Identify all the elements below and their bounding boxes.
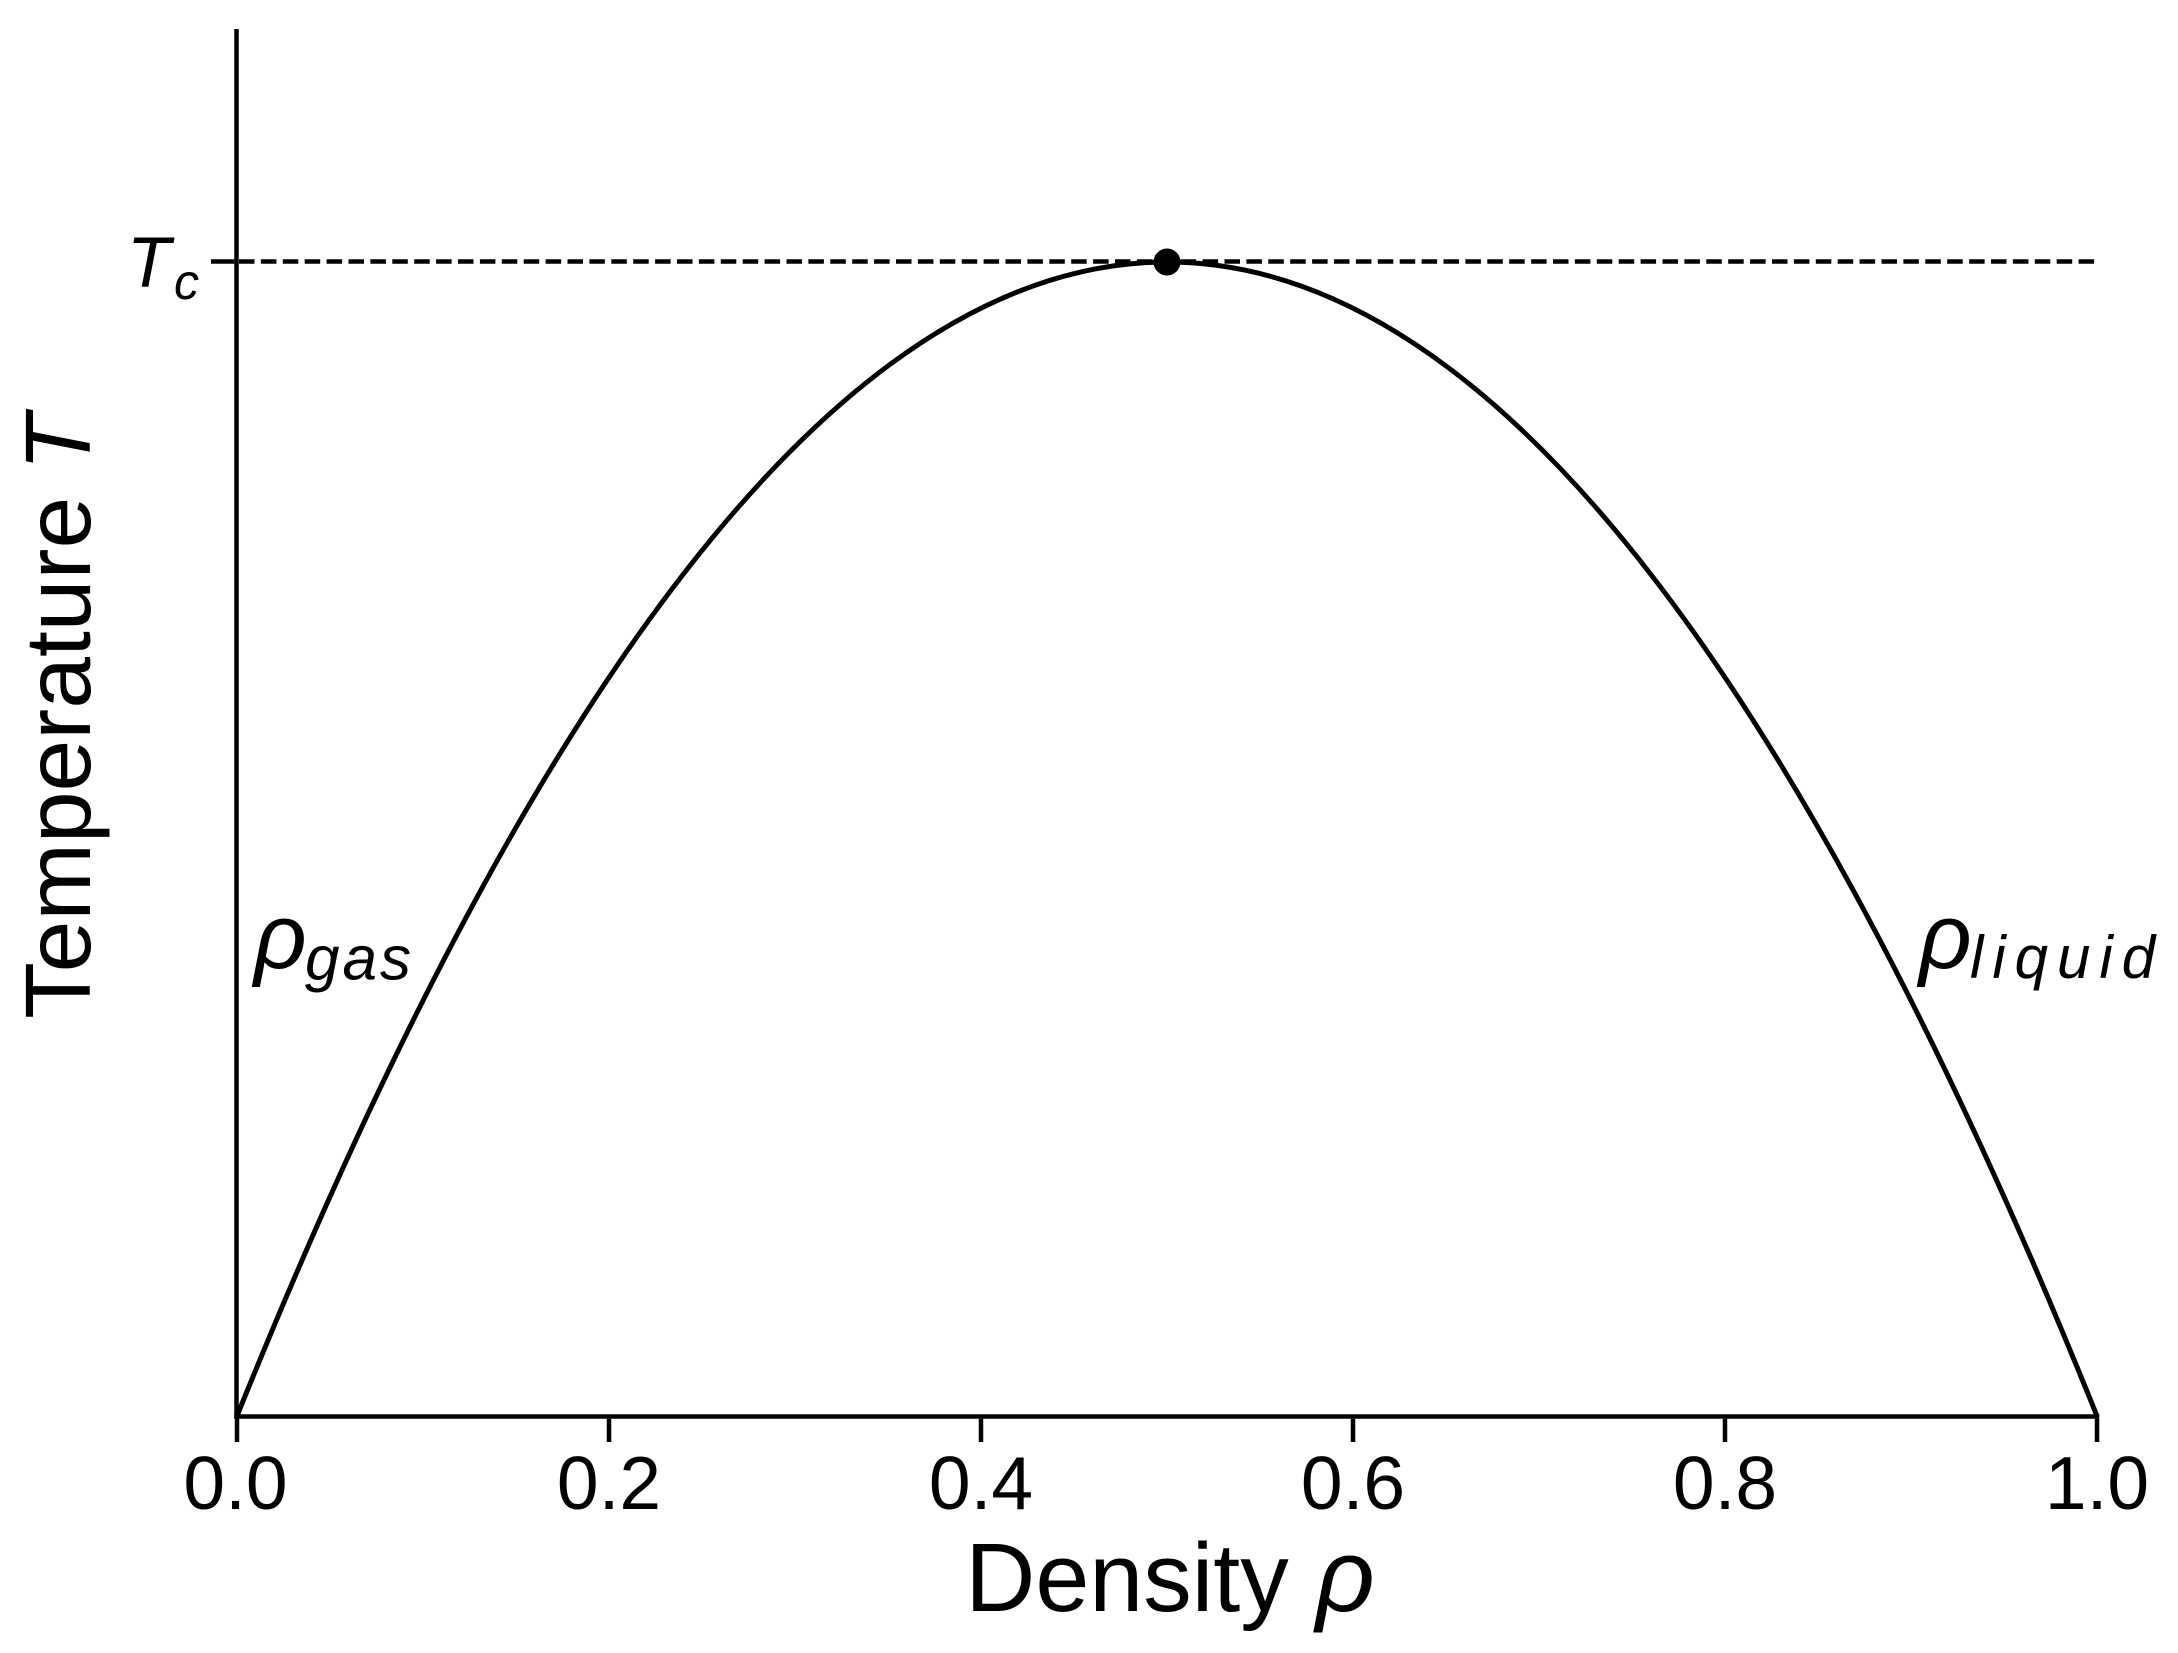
svg-text:Temperature T: Temperature T xyxy=(6,408,110,1019)
svg-text:gas: gas xyxy=(305,925,414,994)
svg-text:0.4: 0.4 xyxy=(929,1441,1033,1525)
svg-text:Density ρ: Density ρ xyxy=(965,1518,1374,1633)
svg-text:T: T xyxy=(127,224,175,303)
svg-text:c: c xyxy=(174,254,199,310)
svg-text:ρ: ρ xyxy=(1916,886,1972,988)
svg-text:liquid: liquid xyxy=(1970,924,2164,991)
svg-text:ρ: ρ xyxy=(251,886,307,988)
svg-text:1.0: 1.0 xyxy=(2045,1441,2149,1525)
svg-text:0.6: 0.6 xyxy=(1301,1441,1405,1525)
svg-text:0.2: 0.2 xyxy=(557,1441,661,1525)
svg-text:0.8: 0.8 xyxy=(1673,1441,1777,1525)
svg-text:0.0: 0.0 xyxy=(183,1441,287,1525)
